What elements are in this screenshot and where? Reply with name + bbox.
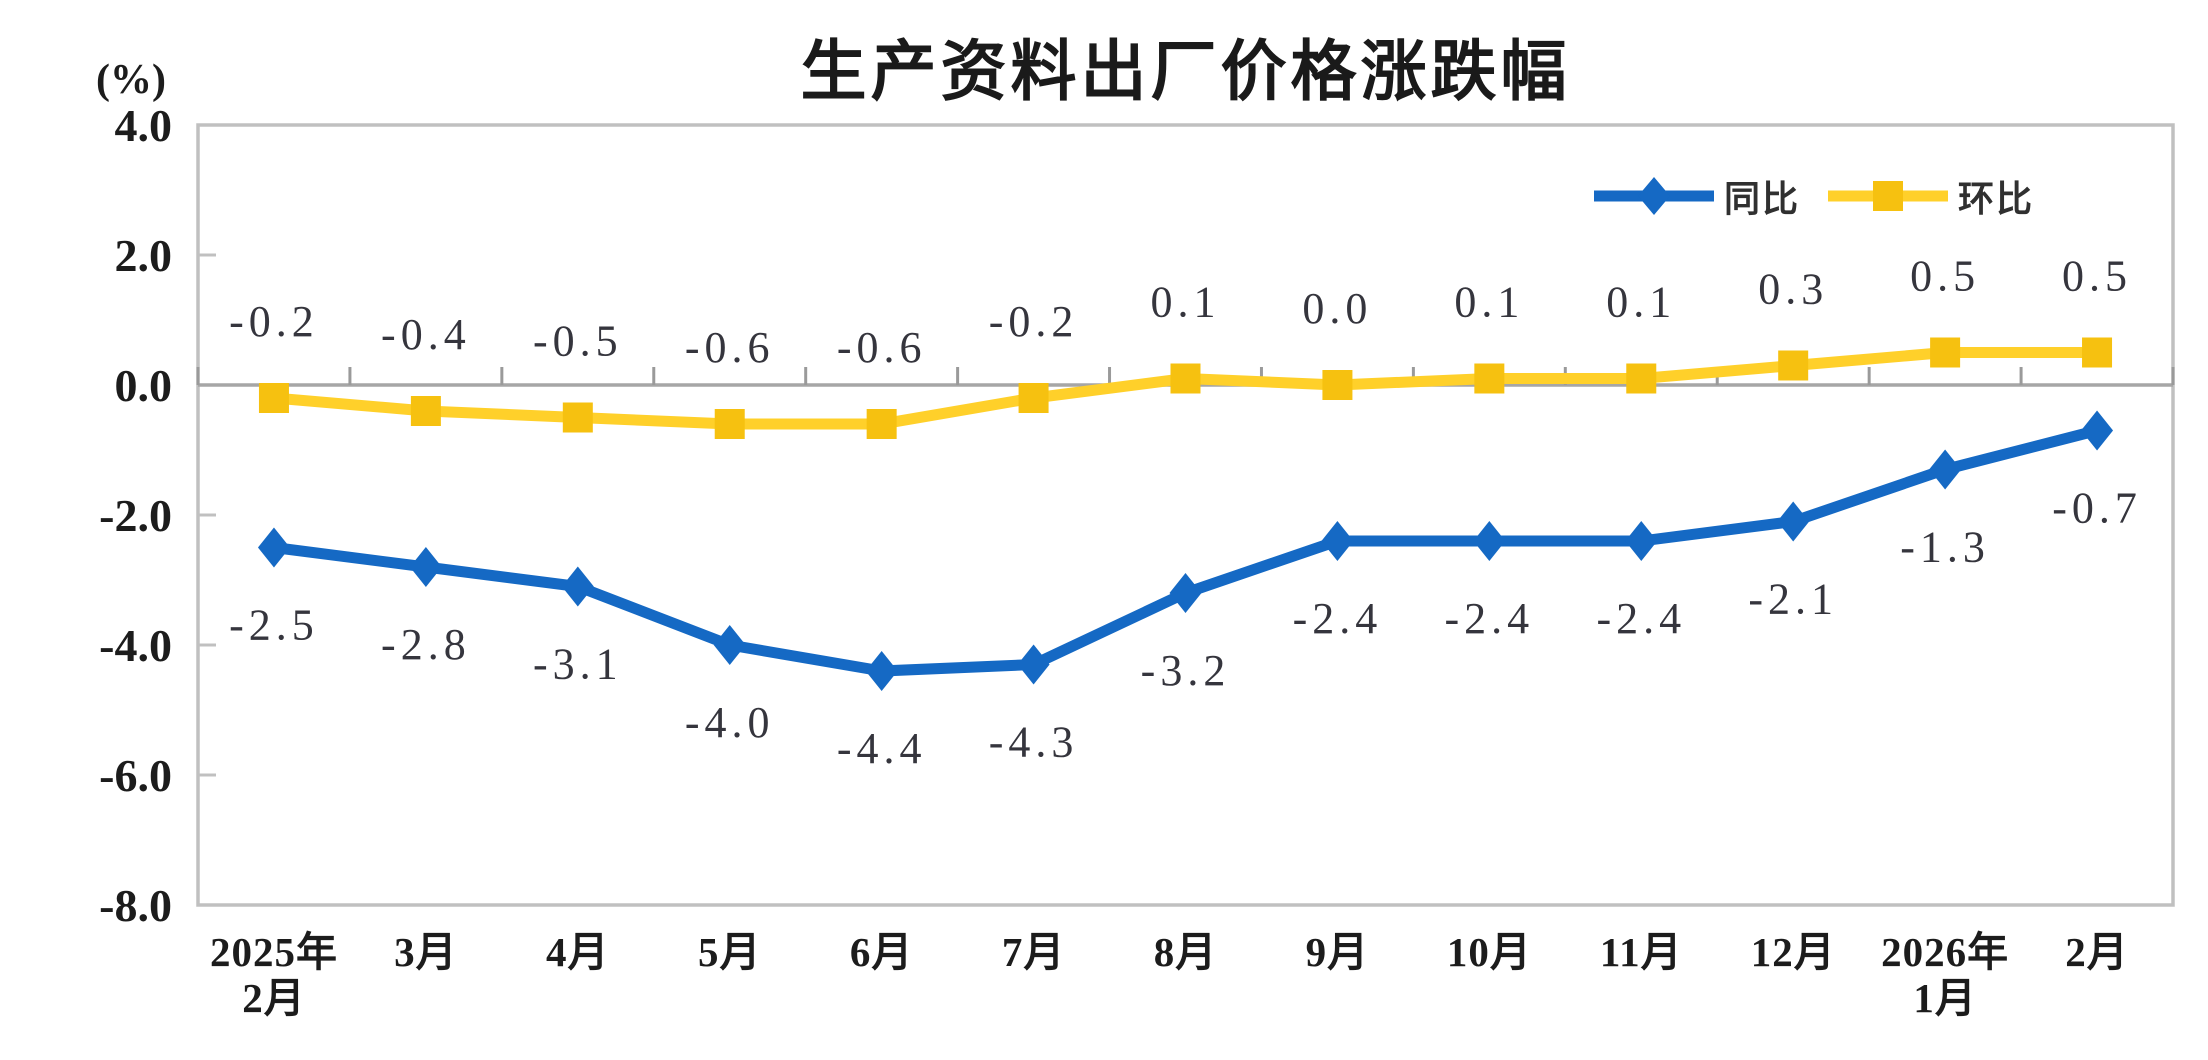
svg-text:-4.0: -4.0 <box>99 620 172 671</box>
svg-text:0.1: 0.1 <box>1151 278 1221 327</box>
svg-text:-1.3: -1.3 <box>1900 523 1990 572</box>
svg-text:-2.8: -2.8 <box>381 620 471 669</box>
svg-text:0.5: 0.5 <box>2062 252 2132 301</box>
svg-text:-3.1: -3.1 <box>533 640 623 689</box>
svg-text:0.1: 0.1 <box>1454 278 1524 327</box>
svg-text:11月: 11月 <box>1600 929 1683 975</box>
svg-text:0.0: 0.0 <box>1302 284 1372 333</box>
legend-item-yoy: 同比 <box>1592 170 1800 222</box>
legend-label-yoy: 同比 <box>1724 179 1801 219</box>
svg-text:2月: 2月 <box>2065 929 2129 975</box>
yoy-line-marker-icon <box>1594 177 1714 215</box>
chart-title: 生产资料出厂价格涨跌幅 <box>800 36 1571 109</box>
legend-label-mom: 环比 <box>1958 179 2035 219</box>
svg-text:-0.5: -0.5 <box>533 317 623 366</box>
svg-text:9月: 9月 <box>1306 929 1370 975</box>
svg-text:4月: 4月 <box>546 929 610 975</box>
svg-text:-2.0: -2.0 <box>99 490 172 541</box>
svg-text:-0.2: -0.2 <box>229 297 319 346</box>
svg-text:-8.0: -8.0 <box>99 880 172 931</box>
svg-text:12月: 12月 <box>1751 929 1836 975</box>
svg-text:-0.7: -0.7 <box>2052 484 2142 533</box>
svg-text:2.0: 2.0 <box>115 230 173 281</box>
svg-text:8月: 8月 <box>1154 929 1218 975</box>
svg-text:0.3: 0.3 <box>1758 265 1828 314</box>
svg-text:-4.4: -4.4 <box>837 724 927 773</box>
svg-text:-4.3: -4.3 <box>989 718 1079 767</box>
svg-text:7月: 7月 <box>1002 929 1066 975</box>
svg-text:-0.4: -0.4 <box>381 310 471 359</box>
svg-text:0.0: 0.0 <box>115 360 173 411</box>
svg-text:-2.4: -2.4 <box>1445 594 1535 643</box>
svg-text:6月: 6月 <box>850 929 914 975</box>
svg-text:0.5: 0.5 <box>1910 252 1980 301</box>
svg-text:-4.0: -4.0 <box>685 698 775 747</box>
svg-text:-6.0: -6.0 <box>99 750 172 801</box>
svg-text:2月: 2月 <box>242 975 306 1021</box>
svg-text:-2.1: -2.1 <box>1748 575 1838 624</box>
svg-text:-0.2: -0.2 <box>989 297 1079 346</box>
svg-text:3月: 3月 <box>394 929 458 975</box>
legend-item-mom: 环比 <box>1826 170 2034 222</box>
legend: 同比 环比 <box>1592 172 2034 220</box>
svg-text:5月: 5月 <box>698 929 762 975</box>
svg-text:4.0: 4.0 <box>115 100 173 151</box>
svg-text:-3.2: -3.2 <box>1141 646 1231 695</box>
svg-text:10月: 10月 <box>1447 929 1532 975</box>
svg-text:-2.4: -2.4 <box>1293 594 1383 643</box>
svg-text:2025年: 2025年 <box>210 929 338 975</box>
svg-text:-0.6: -0.6 <box>837 323 927 372</box>
y-axis-unit-label: (%) <box>96 57 166 103</box>
svg-text:0.1: 0.1 <box>1606 278 1676 327</box>
mom-line-marker-icon <box>1828 181 1949 211</box>
svg-text:2026年: 2026年 <box>1881 929 2009 975</box>
svg-text:-2.4: -2.4 <box>1596 594 1686 643</box>
svg-text:-2.5: -2.5 <box>229 601 319 650</box>
svg-text:1月: 1月 <box>1913 975 1977 1021</box>
svg-text:-0.6: -0.6 <box>685 323 775 372</box>
